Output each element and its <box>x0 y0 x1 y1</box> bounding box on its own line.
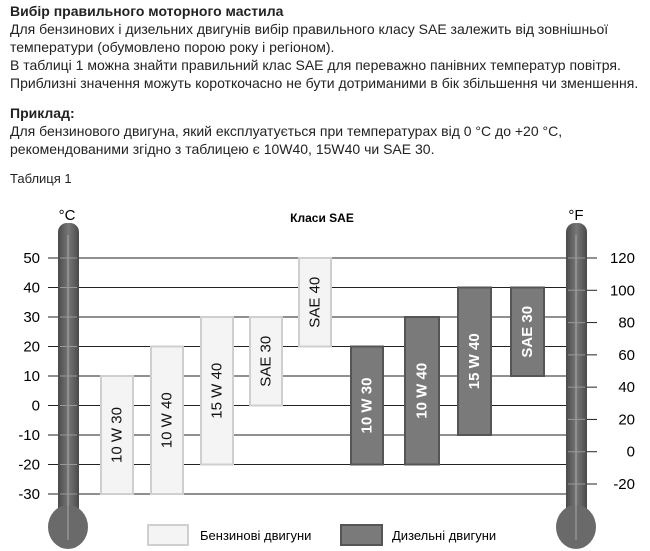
sae-bar-label: SAE 40 <box>307 277 324 328</box>
sae-bar <box>100 375 134 495</box>
legend-swatch-petrol <box>147 524 189 546</box>
celsius-tick-label: -20 <box>18 457 40 474</box>
chart-title: Класи SAE <box>290 211 354 225</box>
fahrenheit-tick-label: -20 <box>613 476 635 493</box>
legend: Бензинові двигуни Дизельні двигуни <box>147 524 496 546</box>
sae-bar-label: 10 W 40 <box>414 363 431 419</box>
paragraph-line: Для бензинових і дизельних двигунів вибі… <box>10 21 609 37</box>
heading: Вибір правильного моторного мастила <box>10 3 284 19</box>
legend-label-petrol: Бензинові двигуни <box>200 528 311 543</box>
example-heading: Приклад: <box>10 105 75 121</box>
legend-label-diesel: Дизельні двигуни <box>392 528 496 543</box>
sae-bar <box>457 286 492 436</box>
paragraph-line: В таблиці 1 можна знайти правильний клас… <box>10 57 621 73</box>
sae-chart: °C °F Класи SAE 50403020100-10-20-301201… <box>18 207 635 549</box>
fahrenheit-tick-label: 40 <box>618 379 635 396</box>
sae-bar <box>150 345 184 495</box>
sae-bar <box>249 316 283 407</box>
celsius-tick-label: 50 <box>23 250 40 267</box>
example-line: рекомендованими згідно з таблицею є 10W4… <box>10 141 435 157</box>
fahrenheit-unit: °F <box>568 207 583 224</box>
sae-bar-label: SAE 30 <box>258 336 275 387</box>
fahrenheit-tick-label: 100 <box>610 282 635 299</box>
celsius-tick-label: -10 <box>18 427 40 444</box>
sae-bar <box>404 316 440 466</box>
sae-bar <box>350 345 384 466</box>
fahrenheit-tick-label: 120 <box>610 250 635 267</box>
sae-bar-label: 10 W 30 <box>109 407 126 463</box>
celsius-thermometer <box>48 223 88 549</box>
sae-bar-label: 15 W 40 <box>466 333 483 389</box>
table-caption: Таблиця 1 <box>10 171 72 186</box>
fahrenheit-thermometer <box>556 223 596 549</box>
sae-bar-label: 10 W 30 <box>359 378 376 434</box>
celsius-tick-label: 20 <box>23 339 40 356</box>
celsius-tick-label: -30 <box>18 486 40 503</box>
celsius-unit: °C <box>59 207 76 224</box>
celsius-tick-label: 10 <box>23 368 40 385</box>
sae-bar-label: 10 W 40 <box>159 392 176 448</box>
fahrenheit-tick-label: 60 <box>618 347 635 364</box>
sae-bar-label: SAE 30 <box>519 306 536 358</box>
paragraph-line: температури (обумовлено порою року і рег… <box>10 39 335 55</box>
legend-swatch-diesel <box>340 524 383 546</box>
celsius-tick-label: 0 <box>32 398 40 415</box>
example-line: Для бензинового двигуна, який експлуатує… <box>10 123 563 139</box>
sae-bar <box>200 316 234 466</box>
fahrenheit-tick-label: 0 <box>627 444 635 461</box>
sae-bar <box>298 257 332 348</box>
paragraph-line: Приблизні значення можуть короткочасно н… <box>10 75 639 91</box>
fahrenheit-tick-label: 80 <box>618 315 635 332</box>
sae-bar <box>510 286 545 377</box>
celsius-tick-label: 40 <box>23 280 40 297</box>
fahrenheit-tick-label: 20 <box>618 411 635 428</box>
celsius-tick-label: 30 <box>23 309 40 326</box>
sae-bar-label: 15 W 40 <box>209 363 226 419</box>
